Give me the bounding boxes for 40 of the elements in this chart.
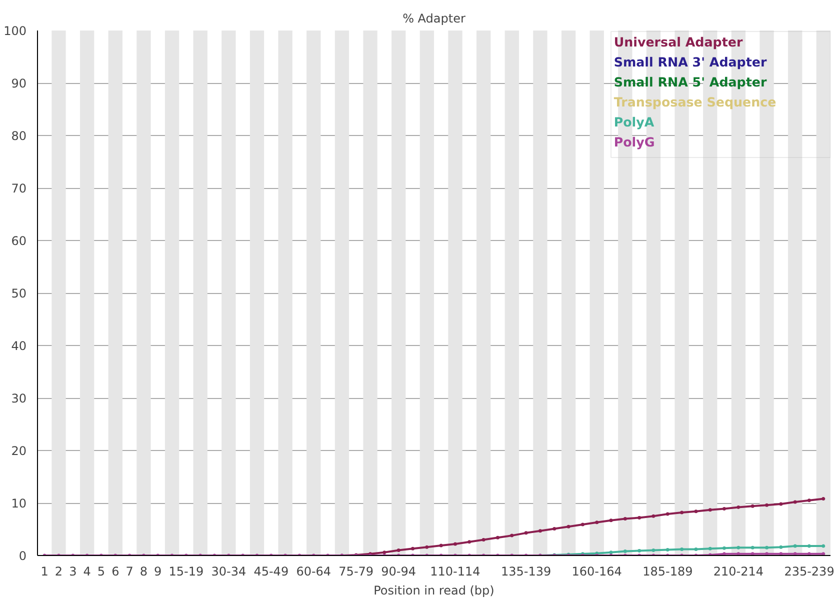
x-tick-label: 9	[154, 564, 162, 578]
x-tick-label: 3	[69, 564, 77, 578]
x-tick-label: 4	[83, 564, 91, 578]
x-tick-label: 185-189	[642, 564, 693, 578]
text: PolyG	[614, 134, 655, 150]
text: PolyA	[614, 114, 654, 130]
y-tick-label: 10	[11, 496, 27, 510]
legend-label: Transposase Sequence	[614, 94, 776, 110]
y-tick-label: 20	[11, 444, 27, 458]
x-tick-label: 110-114	[430, 564, 480, 578]
y-tick-label: 0	[18, 549, 27, 563]
text: Universal Adapter	[614, 34, 744, 50]
x-tick-label: 15-19	[168, 564, 204, 578]
x-tick-label: 160-164	[572, 564, 622, 578]
y-tick-label: 100	[4, 24, 26, 38]
x-tick-label: 60-64	[296, 564, 332, 578]
x-tick-label: 1	[40, 564, 48, 578]
chart-title: % Adapter	[402, 12, 466, 26]
x-tick-label: 8	[140, 564, 148, 578]
x-tick-label: 90-94	[381, 564, 416, 578]
y-tick-label: 90	[11, 76, 27, 90]
y-tick-label: 40	[11, 339, 27, 353]
y-tick-label: 80	[11, 129, 27, 143]
x-tick-label: 135-139	[500, 564, 552, 578]
x-tick-label: 235-239	[784, 564, 834, 578]
x-tick-label: 6	[112, 564, 120, 578]
x-tick-label: 30-34	[211, 564, 246, 578]
y-tick-label: 50	[11, 286, 27, 300]
x-tick-label: 210-214	[713, 564, 764, 578]
x-tick-label: 7	[126, 564, 134, 578]
y-tick-label: 70	[11, 182, 27, 196]
x-tick-label: 75-79	[338, 564, 374, 578]
legend-label: Small RNA 3' Adapter	[614, 54, 768, 70]
x-tick-label: 5	[97, 564, 106, 578]
x-tick-label: 2	[54, 564, 63, 578]
legend-label: Small RNA 5' Adapter	[614, 74, 768, 90]
y-tick-label: 30	[11, 392, 27, 406]
y-tick-label: 60	[11, 234, 27, 248]
x-tick-label: 45-49	[254, 564, 289, 578]
x-axis-title: Position in read (bp)	[374, 584, 494, 598]
